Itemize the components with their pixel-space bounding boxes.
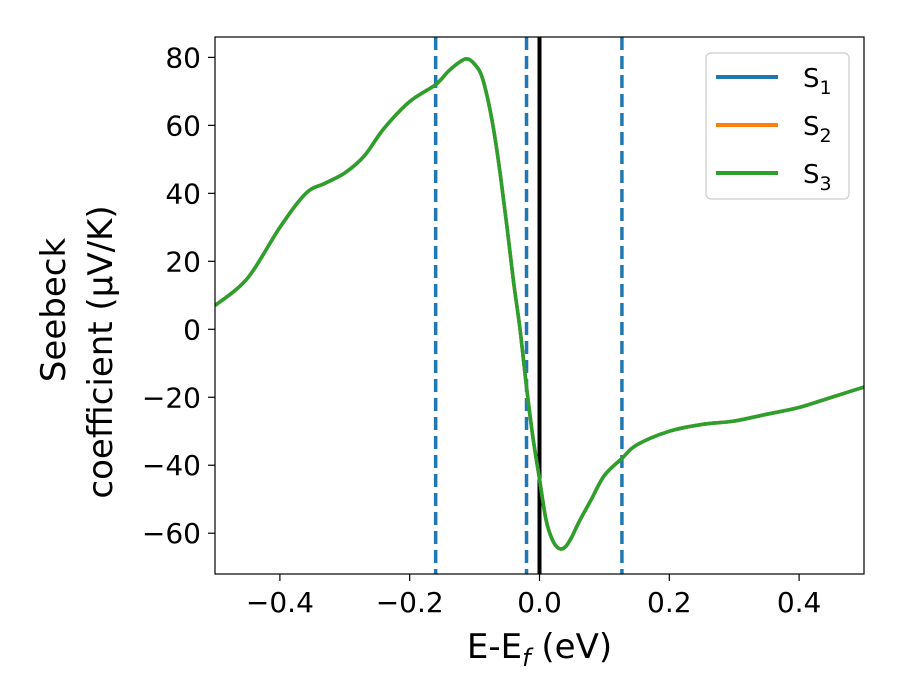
x-tick-label: 0.2 <box>647 586 692 619</box>
series-line-3 <box>215 57 864 551</box>
y-axis-title-line2: coefficient (μV/K) <box>81 205 121 498</box>
series-lines <box>215 57 864 551</box>
dashed-reference-lines <box>433 37 624 574</box>
x-tick-label: 0.4 <box>777 586 822 619</box>
axis-ticks <box>208 56 800 581</box>
legend-entry: S2 <box>803 112 832 147</box>
y-tick-label: 20 <box>165 245 201 278</box>
y-tick-label: 40 <box>165 177 201 210</box>
y-tick-labels: −60 −40 −20 0 20 40 60 80 <box>142 41 201 550</box>
y-tick-label: 60 <box>165 109 201 142</box>
y-axis-title-line1: Seebeck <box>34 238 74 383</box>
y-tick-label: −60 <box>142 517 201 550</box>
y-tick-label: −40 <box>142 449 201 482</box>
legend-entry: S1 <box>803 64 832 99</box>
x-tick-label: 0.0 <box>517 586 562 619</box>
x-axis-title: E-Ef (eV) <box>467 627 612 672</box>
legend-entry: S3 <box>803 160 832 195</box>
y-tick-label: 80 <box>165 41 201 74</box>
plot-frame <box>214 36 865 575</box>
x-tick-labels: −0.4 −0.2 0.0 0.2 0.4 <box>246 586 821 619</box>
x-axis-title-main: E-E <box>467 627 522 667</box>
y-tick-label: 0 <box>183 313 201 346</box>
plot-region <box>215 37 864 574</box>
x-axis-title-unit: (eV) <box>531 627 613 667</box>
x-tick-label: −0.4 <box>246 586 314 619</box>
y-tick-label: −20 <box>142 381 201 414</box>
x-tick-label: −0.2 <box>376 586 444 619</box>
legend: S1 S2 S3 <box>705 52 850 200</box>
